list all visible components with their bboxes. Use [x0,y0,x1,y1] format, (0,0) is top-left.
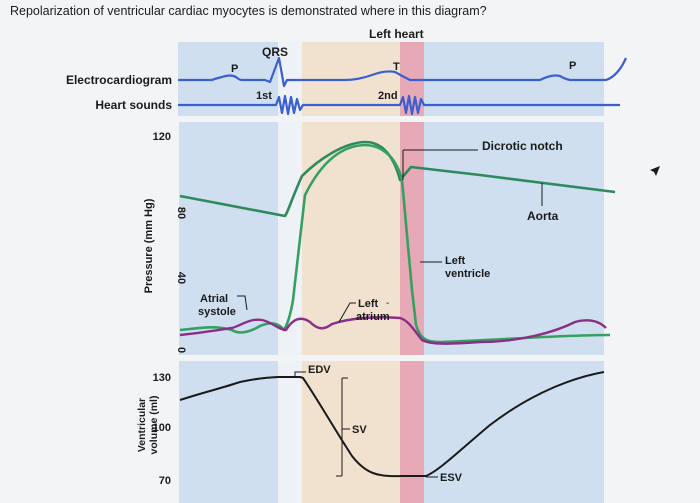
edv-label: EDV [308,364,331,376]
heart-sounds-trace [178,94,620,116]
ecg-label-p-second: P [569,60,576,72]
dicrotic-notch-label: Dicrotic notch [482,139,563,153]
volume-tick-100: 100 [153,422,171,434]
left-atrium-label-2: atrium [356,311,390,323]
volume-tick-130: 130 [153,372,171,384]
pressure-axis-strip [170,122,179,355]
heart-sounds-row-label: Heart sounds [95,98,172,112]
esv-label: ESV [440,472,463,484]
aorta-pressure-curve [179,140,616,218]
pressure-tick-40: 40 [175,272,187,284]
left-ventricle-pressure-curve [179,143,611,344]
ejection-band [302,42,400,503]
volume-axis-strip [170,361,179,503]
atrial-systole-label-1: Atrial [200,293,228,305]
left-ventricle-label-2: ventricle [445,268,490,280]
atrial-systole-leader [237,295,248,311]
sv-label: SV [352,424,367,436]
panel-gap-top [178,116,604,122]
heart-sound-first-label: 1st [256,90,272,102]
pressure-axis-label: Pressure (mm Hg) [143,198,155,293]
left-atrium-label-1: Left [358,298,379,310]
pressure-tick-0: 0 [175,347,187,353]
left-atrium-pressure-curve [179,316,607,345]
pressure-tick-80: 80 [175,207,187,219]
question-text: Repolarization of ventricular cardiac my… [10,4,487,18]
ventricular-volume-curve [179,371,605,478]
volume-tick-70: 70 [159,475,171,487]
edv-leader [294,371,306,378]
ecg-row-label: Electrocardiogram [66,73,172,87]
ecg-label-qrs: QRS [262,45,288,59]
heart-sound-second-label: 2nd [378,90,398,102]
left-ventricle-label-1: Left [445,255,466,267]
panel-gap-bottom [178,355,604,361]
volume-axis-label-1: Ventricular [136,398,148,452]
cursor-icon [650,166,660,176]
ecg-label-t: T [393,61,400,73]
pressure-tick-120: 120 [153,131,171,143]
left-atrium-tick-mark: - [386,298,389,309]
ecg-label-p-first: P [231,63,238,75]
aorta-label: Aorta [527,209,559,223]
volume-axis-label-2: volume (ml) [148,396,160,455]
left-heart-label: Left heart [369,27,424,41]
atrial-systole-label-2: systole [198,306,236,318]
left-atrium-leader [338,302,356,323]
ecg-trace [178,56,628,88]
diastole-band-left [178,42,278,503]
